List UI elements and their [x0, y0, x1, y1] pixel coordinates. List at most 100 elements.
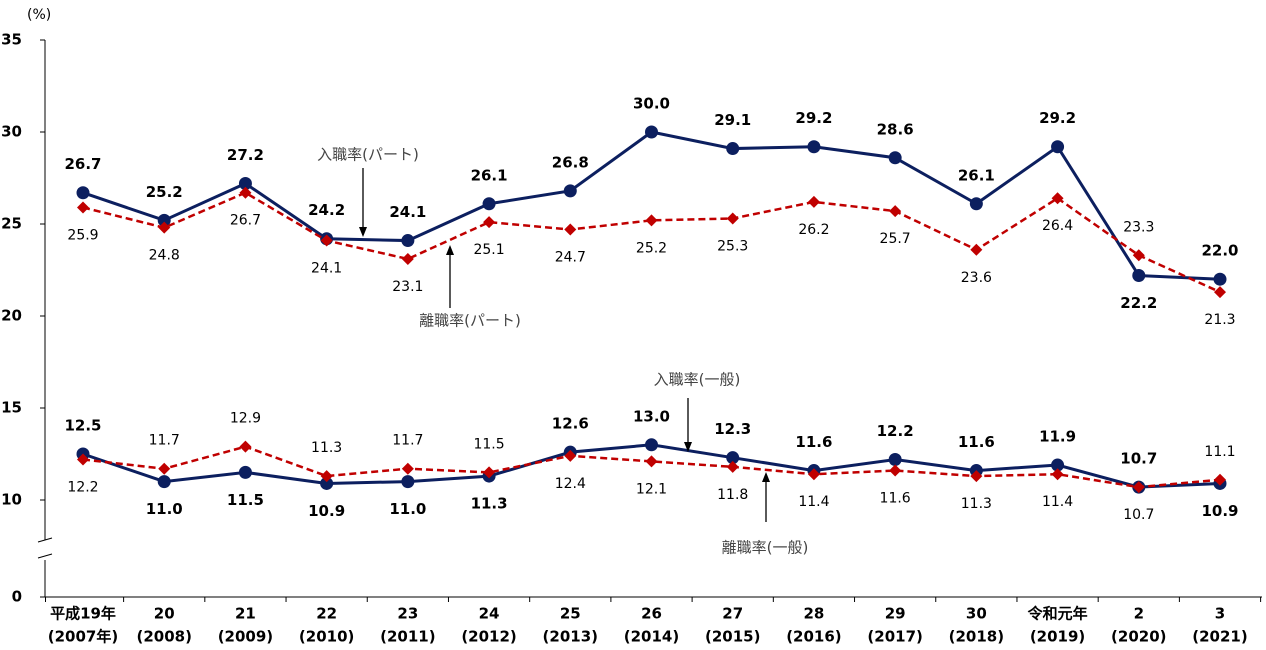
arrow-head	[446, 245, 454, 255]
data-label: 10.7	[1120, 450, 1157, 468]
series-line	[82, 191, 1221, 294]
data-label: 24.7	[555, 250, 586, 266]
data-label: 26.7	[230, 213, 261, 229]
data-label: 11.3	[961, 496, 992, 512]
data-label: 26.7	[64, 155, 101, 173]
data-label: 11.6	[795, 433, 832, 451]
point	[888, 453, 902, 467]
point	[807, 195, 820, 208]
data-label: 11.3	[471, 495, 508, 513]
x-tick-label: (2010)	[299, 628, 354, 646]
point	[157, 475, 171, 489]
data-label: 11.6	[958, 433, 995, 451]
point	[969, 197, 983, 211]
point	[157, 213, 171, 227]
x-tick-label: (2015)	[705, 628, 760, 646]
data-label: 27.2	[227, 146, 264, 164]
axis-break	[37, 537, 53, 559]
data-label: 12.4	[555, 476, 586, 492]
arrow-head	[684, 442, 692, 452]
x-tick-label: 3	[1215, 605, 1225, 623]
point	[158, 221, 171, 234]
y-tick-label: 0	[12, 588, 22, 606]
point	[482, 197, 496, 211]
x-tick-label: 20	[154, 605, 175, 623]
data-label: 25.9	[67, 227, 98, 243]
data-label: 24.1	[311, 261, 342, 277]
point	[77, 201, 89, 214]
point	[401, 462, 414, 475]
data-label: 26.1	[471, 166, 508, 184]
x-tick-label: 29	[885, 605, 906, 623]
data-label: 10.9	[308, 502, 345, 520]
point	[401, 252, 414, 265]
point	[320, 476, 334, 490]
x-tick-label: 平成19年	[50, 605, 116, 623]
x-tick-label: (2012)	[461, 628, 516, 646]
data-label: 23.1	[392, 279, 423, 295]
point	[239, 186, 252, 199]
y-tick-label: 10	[1, 491, 22, 509]
x-tick-label: 令和元年	[1028, 605, 1088, 623]
point	[1214, 286, 1226, 299]
x-tick-label: 25	[560, 605, 581, 623]
data-label: 12.2	[877, 422, 914, 440]
y-tick-label: 35	[1, 31, 22, 49]
point	[238, 465, 252, 479]
point	[889, 464, 902, 477]
unit-label: (%)	[27, 7, 51, 23]
y-tick-label: 20	[1, 307, 22, 325]
data-label: 25.7	[880, 231, 911, 247]
data-label: 12.9	[230, 411, 261, 427]
data-label: 28.6	[877, 120, 914, 138]
x-tick-label: (2019)	[1030, 628, 1085, 646]
x-tick-label: 30	[966, 605, 987, 623]
data-label: 25.2	[146, 183, 183, 201]
data-label: 29.2	[795, 109, 832, 127]
x-tick-label: (2014)	[624, 628, 679, 646]
point	[645, 125, 658, 139]
point	[1051, 468, 1064, 481]
point	[320, 234, 333, 247]
point	[807, 140, 821, 154]
data-label: 11.1	[1204, 444, 1235, 460]
x-tick-label: 24	[479, 605, 500, 623]
point	[645, 438, 658, 452]
data-label: 11.0	[389, 500, 426, 518]
point	[1051, 140, 1065, 154]
data-label: 30.0	[633, 95, 670, 113]
data-label: 24.2	[308, 201, 345, 219]
point	[1051, 458, 1065, 472]
x-tick-label: (2018)	[949, 628, 1004, 646]
arrow-head	[762, 472, 770, 482]
point	[1132, 481, 1145, 494]
point	[1051, 192, 1064, 205]
x-tick-label: 21	[235, 605, 256, 623]
data-label: 25.2	[636, 240, 667, 256]
point	[889, 205, 902, 218]
data-label: 11.4	[1042, 494, 1073, 510]
point	[970, 243, 983, 256]
x-tick-label: (2017)	[867, 628, 922, 646]
data-label: 25.1	[473, 242, 504, 258]
data-label: 29.1	[714, 111, 751, 129]
data-label: 21.3	[1204, 312, 1235, 328]
series-annotation: 離職率(一般)	[722, 539, 809, 557]
point	[238, 177, 252, 191]
point	[1213, 272, 1227, 286]
data-label: 25.3	[717, 238, 748, 254]
data-label: 11.0	[146, 500, 183, 518]
x-tick-label: 26	[641, 605, 662, 623]
data-label: 26.8	[552, 153, 589, 171]
point	[645, 455, 658, 468]
data-label: 24.8	[149, 248, 180, 264]
x-tick-label: (2013)	[543, 628, 598, 646]
data-label: 12.1	[636, 481, 667, 497]
point	[970, 470, 983, 483]
data-label: 12.5	[64, 417, 101, 435]
data-label: 24.1	[389, 203, 426, 221]
point	[726, 460, 739, 473]
point	[564, 449, 577, 462]
point	[401, 234, 415, 248]
